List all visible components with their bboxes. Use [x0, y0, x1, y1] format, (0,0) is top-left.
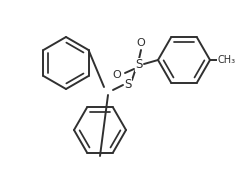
Text: O: O [137, 38, 145, 48]
Text: CH₃: CH₃ [218, 55, 236, 65]
Text: O: O [113, 70, 121, 80]
Text: S: S [135, 59, 143, 72]
Text: S: S [124, 78, 132, 91]
